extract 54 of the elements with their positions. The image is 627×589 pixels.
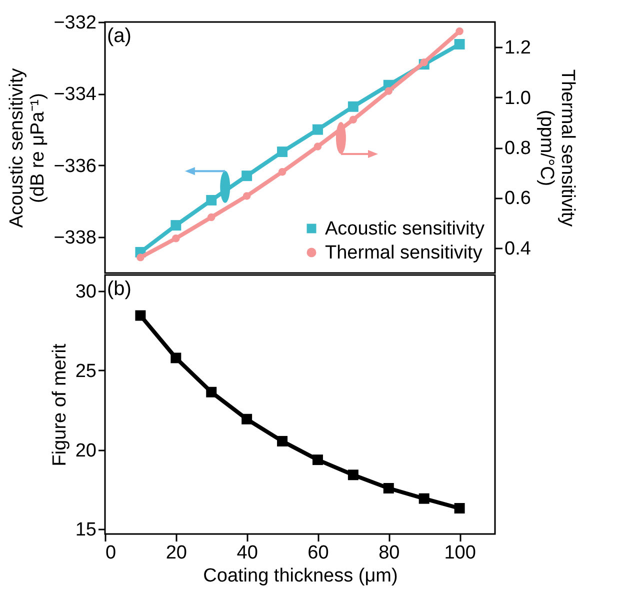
- point: [206, 194, 217, 206]
- point: [278, 168, 286, 176]
- point: [456, 27, 464, 36]
- point: [348, 470, 358, 480]
- x-tick-label: 0: [106, 542, 116, 564]
- y2-tick-label: 1.2: [504, 38, 531, 59]
- x-tick-label: 60: [308, 542, 329, 564]
- y-tick-label: −332: [54, 12, 96, 34]
- legend-label: Thermal sensitivity: [325, 242, 483, 264]
- point: [314, 142, 322, 150]
- y2-tick-label: 1.0: [504, 88, 531, 109]
- legend-label: Acoustic sensitivity: [325, 218, 485, 240]
- point: [348, 101, 358, 112]
- y2-tick-label: 0.8: [504, 138, 531, 159]
- annotation: (b): [107, 278, 132, 300]
- y-tick-label: 20: [75, 440, 96, 462]
- annotation: (a): [107, 25, 132, 47]
- point: [418, 493, 430, 504]
- x-tick-label: 100: [444, 542, 476, 564]
- y-axis-title: Figure of merit: [49, 343, 70, 466]
- point: [135, 310, 146, 321]
- y-tick-label: 15: [75, 520, 96, 541]
- point: [170, 352, 182, 364]
- y-tick-label: 30: [75, 281, 96, 302]
- point: [420, 58, 428, 66]
- x-axis-title: Coating thickness (μm): [203, 566, 398, 586]
- point: [170, 220, 182, 231]
- y-tick-label: −336: [54, 156, 96, 177]
- point: [172, 234, 180, 242]
- point: [136, 254, 144, 262]
- point: [384, 87, 393, 95]
- point: [312, 454, 323, 466]
- y2-axis-title: Thermal sensitivity (ppm/°C): [536, 69, 578, 228]
- x-tick-label: 80: [378, 542, 400, 564]
- point: [349, 116, 358, 124]
- point: [242, 414, 252, 424]
- y-tick-label: −338: [54, 228, 96, 249]
- point: [383, 482, 394, 494]
- y-tick-label: −334: [54, 84, 97, 106]
- point: [277, 436, 288, 446]
- y-tick-label: 25: [75, 360, 96, 382]
- y2-tick-label: 0.6: [504, 188, 531, 210]
- point: [242, 170, 252, 182]
- point: [312, 124, 323, 135]
- point: [242, 192, 251, 200]
- x-tick-label: 40: [236, 542, 258, 564]
- y-axis-title: Acoustic sensitivity (dB re μPa⁻¹): [6, 68, 49, 228]
- point: [207, 213, 216, 222]
- point: [454, 503, 465, 514]
- point: [206, 386, 217, 398]
- y2-tick-label: 0.4: [504, 238, 532, 260]
- x-tick-label: 20: [166, 542, 187, 564]
- point: [454, 38, 465, 50]
- point: [277, 146, 288, 158]
